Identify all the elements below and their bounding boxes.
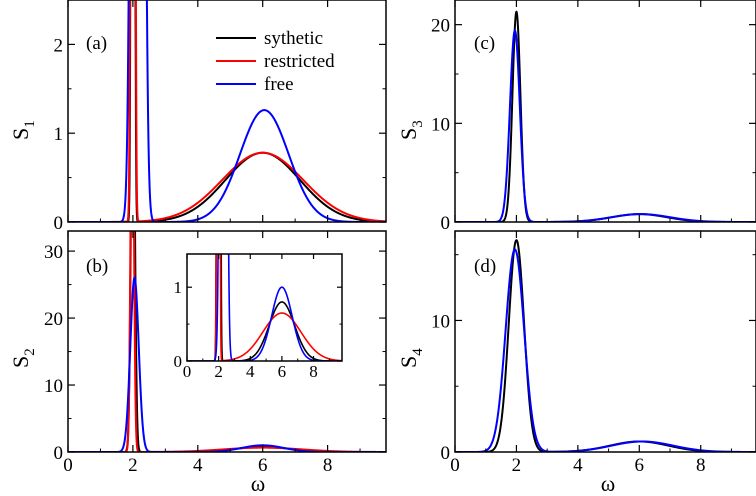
y-tick-label: 0	[441, 443, 451, 464]
series-line-sythetic	[187, 254, 342, 361]
panel-a: 0 1 2 (a) S1 sythetic restricted free	[8, 0, 387, 234]
series-group	[68, 0, 386, 222]
x-tick-label: 8	[696, 455, 706, 476]
x-tick-label: 4	[573, 455, 583, 476]
inset-plot: 0 2 4 6 8 0 1	[174, 253, 343, 381]
y-tick-label: 1	[54, 124, 64, 145]
x-tick-label: 4	[193, 455, 203, 476]
x-tick-label: 6	[635, 455, 645, 476]
y-tick-label: 30	[44, 242, 63, 263]
plot-frame	[67, 230, 387, 453]
plot-layer-a: 0 1 2	[54, 0, 387, 234]
x-tick-label: 8	[309, 362, 318, 381]
plot-frame	[67, 0, 387, 223]
x-tick-label: 6	[278, 362, 287, 381]
y-tick-label: 2	[54, 35, 64, 56]
panel-a-ylabel: S1	[8, 120, 38, 140]
y-tick-label: 10	[431, 114, 450, 135]
panel-b-xlabel: ω	[251, 471, 265, 496]
x-tick-label: 2	[214, 362, 223, 381]
legend: sythetic restricted free	[216, 28, 335, 95]
x-tick-label: 8	[323, 455, 333, 476]
plot-frame	[186, 253, 343, 362]
x-tick-label: 0	[183, 362, 192, 381]
panel-d-xlabel: ω	[601, 471, 615, 496]
series-line-free	[68, 0, 386, 222]
series-group	[455, 10, 756, 222]
legend-label-free: free	[264, 74, 294, 95]
legend-label-restricted: restricted	[264, 51, 335, 72]
y-tick-label: 0	[441, 213, 451, 234]
panel-b-ylabel: S2	[8, 348, 38, 368]
y-tick-label: 20	[431, 16, 450, 37]
plot-layer-c: 0 10 20	[431, 0, 756, 234]
series-line-free	[455, 29, 756, 222]
plot-layer-d: 0 2 4 6 8 0 10	[431, 230, 756, 476]
panel-c-ylabel: S3	[396, 120, 426, 140]
panel-b-label: (b)	[86, 256, 108, 277]
series-line-sythetic	[455, 239, 756, 452]
panel-c-label: (c)	[474, 33, 495, 54]
y-tick-label: 0	[54, 213, 64, 234]
panel-d-label: (d)	[474, 256, 496, 277]
plot-frame	[454, 0, 756, 223]
panel-d-ylabel: S4	[396, 348, 426, 368]
series-group	[455, 239, 756, 452]
plot-frame	[454, 230, 756, 453]
x-tick-label: 2	[512, 455, 522, 476]
y-tick-label: 0	[174, 352, 183, 371]
x-tick-label: 0	[450, 455, 460, 476]
x-tick-label: 6	[258, 455, 268, 476]
panel-a-label: (a)	[86, 33, 107, 54]
panel-d: 0 2 4 6 8 0 10 (d) S4 ω	[396, 230, 756, 496]
x-tick-label: 2	[128, 455, 138, 476]
legend-label-sythetic: sythetic	[264, 28, 323, 49]
x-tick-label: 4	[246, 362, 255, 381]
panel-c: 0 10 20 (c) S3	[396, 0, 756, 234]
y-tick-label: 0	[54, 443, 64, 464]
x-tick-label: 0	[63, 455, 73, 476]
series-line-sythetic	[455, 10, 756, 222]
y-tick-label: 10	[44, 376, 63, 397]
panel-b: 0 2 4 6 8 0 10 20 30 (b) S2 ω 0 2 4 6 8 0 1	[8, 230, 387, 496]
series-line-free	[455, 248, 756, 452]
y-tick-label: 10	[431, 311, 450, 332]
y-tick-label: 20	[44, 309, 63, 330]
y-tick-label: 1	[174, 278, 183, 297]
